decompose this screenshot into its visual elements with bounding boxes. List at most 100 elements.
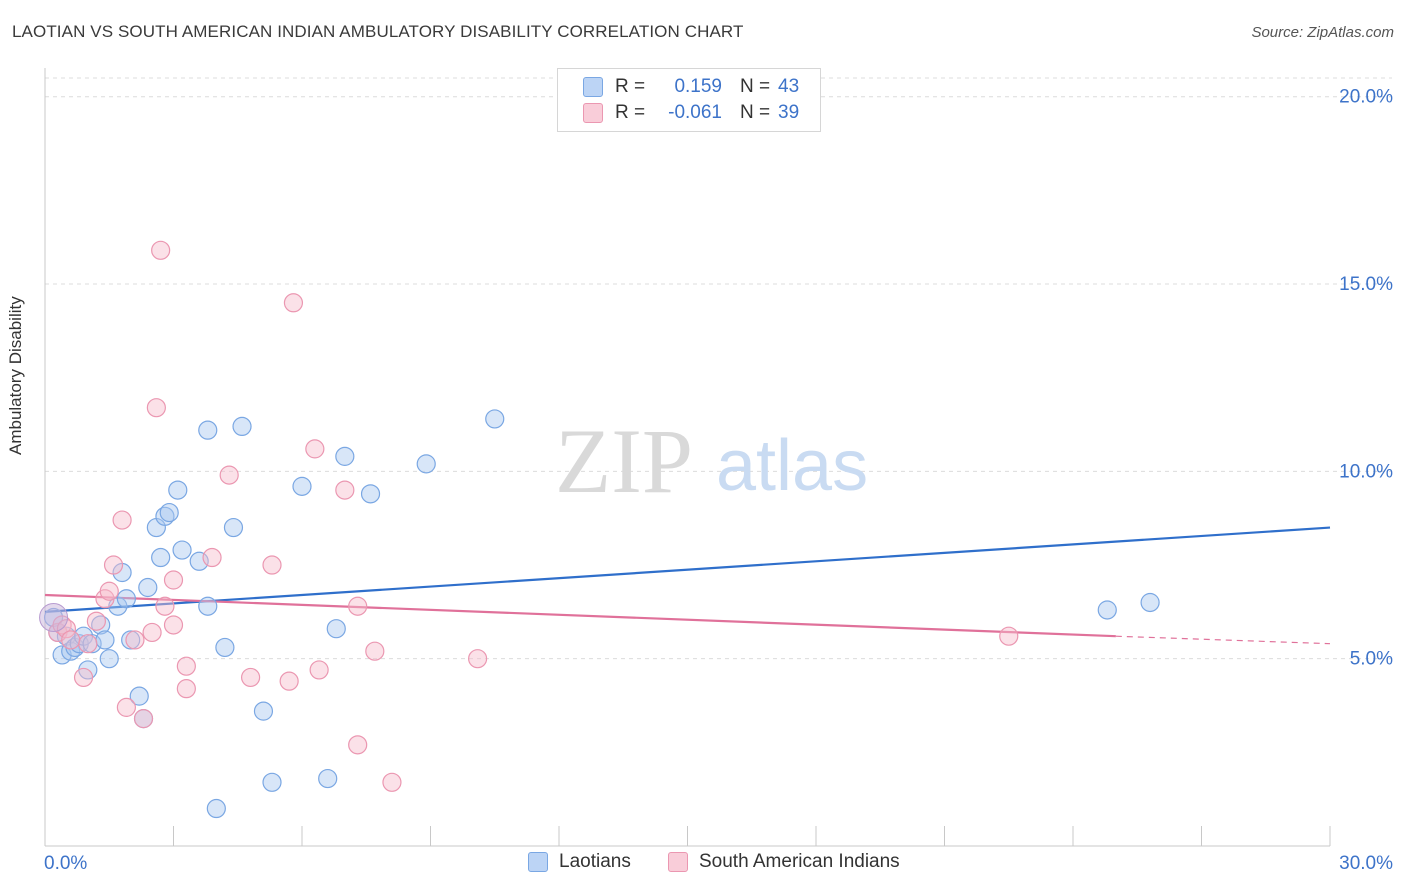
watermark: ZIP atlas — [555, 410, 868, 512]
south-american-indians-point — [335, 480, 355, 500]
laotians-point — [99, 649, 119, 669]
laotians-point — [168, 480, 188, 500]
laotians-point — [215, 637, 235, 658]
legend-n-label: N = — [740, 76, 771, 97]
south-american-indians-point — [103, 555, 124, 575]
south-american-indians-point — [279, 671, 299, 691]
trend-lines — [44, 526, 1331, 645]
laotians-trend-line — [44, 526, 1331, 613]
x-tick-label: 30.0% — [1339, 853, 1393, 874]
bottom-legend-label-south-american-indians: South American Indians — [699, 851, 900, 872]
south-american-indians-point — [219, 465, 239, 485]
legend-n-value: 43 — [778, 76, 800, 97]
bottom-legend-swatch-south-american-indians — [668, 852, 688, 872]
laotians-point — [360, 484, 381, 504]
south-american-indians-point — [86, 611, 107, 631]
south-american-indians-point — [241, 667, 261, 688]
laotians-point — [318, 768, 338, 789]
south-american-indians-point — [365, 641, 385, 661]
laotians-point — [151, 547, 171, 568]
bottom-legend-swatch-laotians — [528, 852, 548, 872]
laotians-point — [159, 502, 179, 523]
south-american-indians-point — [73, 667, 94, 688]
y-tick-label: 10.0% — [1339, 461, 1393, 482]
laotians-point — [223, 517, 244, 538]
laotians-point — [335, 446, 355, 466]
laotians-point — [292, 476, 312, 496]
south-american-indians-point — [305, 439, 325, 459]
y-axis-label: Ambulatory Disability — [6, 296, 25, 455]
legend-n-value: 39 — [778, 102, 800, 123]
south-american-indians-point — [468, 649, 488, 669]
laotians-point — [82, 634, 102, 654]
laotians-point — [232, 416, 252, 437]
grid-lines — [45, 77, 1392, 660]
laotians-point — [198, 420, 218, 440]
south-american-indians-point — [262, 555, 282, 575]
laotians-point — [95, 630, 115, 650]
south-american-indians-point — [116, 697, 136, 717]
laotians-point — [485, 409, 505, 429]
laotians-point — [129, 686, 149, 706]
legend-r-value: 0.159 — [674, 76, 722, 97]
x-tick-label: 0.0% — [44, 853, 87, 874]
south-american-indians-point — [142, 622, 162, 643]
south-american-indians-point — [348, 735, 368, 755]
source-label: Source: ZipAtlas.com — [1251, 24, 1394, 41]
laotians-point — [198, 596, 218, 616]
laotians-point — [116, 589, 136, 609]
stats-legend: R = 0.159 N = 43 R = -0.061 N = 39 — [557, 68, 821, 132]
south-american-indians-point — [382, 772, 402, 792]
south-american-indians-point — [309, 660, 329, 680]
south-american-indians-point — [78, 634, 98, 654]
laotians-point — [138, 577, 158, 598]
legend-row-laotians: R = 0.159 N = 43 — [583, 75, 799, 99]
data-points — [39, 240, 1160, 819]
legend-r-label: R = — [615, 102, 646, 123]
laotians-point — [262, 772, 282, 792]
laotians-point — [416, 454, 436, 474]
south-american-indians-point — [151, 240, 171, 260]
legend-swatch-laotians — [583, 77, 603, 97]
bottom-legend-laotians: Laotians — [528, 851, 631, 873]
legend-swatch-south-american-indians — [583, 103, 603, 123]
y-tick-label: 15.0% — [1339, 274, 1393, 295]
south-american-indians-point — [999, 626, 1019, 646]
south-american-indians-point — [163, 570, 184, 590]
south-american-indians-point — [176, 679, 196, 699]
watermark-atlas: atlas — [716, 426, 868, 506]
south-american-indians-point — [99, 581, 119, 601]
south-american-indians-point — [112, 510, 132, 530]
chart-title: LAOTIAN VS SOUTH AMERICAN INDIAN AMBULAT… — [12, 22, 744, 41]
south-american-indians-trend-line — [44, 593, 1116, 638]
south-american-indians-point — [176, 656, 196, 676]
laotians-point — [189, 551, 209, 571]
legend-r-value: -0.061 — [668, 102, 722, 123]
south-american-indians-point — [348, 596, 368, 616]
south-american-indians-point — [163, 615, 184, 635]
south-american-indians-point — [146, 398, 166, 418]
mixed-cluster-point — [39, 602, 69, 632]
laotians-point — [326, 619, 346, 639]
south-american-indians-point — [155, 596, 175, 616]
laotians-point — [1140, 592, 1160, 613]
y-tick-label: 20.0% — [1339, 87, 1393, 108]
laotians-point — [253, 701, 274, 721]
south-american-indians-point — [133, 709, 154, 729]
south-american-indians-trend-extension — [1115, 635, 1331, 645]
y-tick-label: 5.0% — [1350, 649, 1393, 670]
laotians-point — [172, 540, 192, 560]
bottom-legend-south-american-indians: South American Indians — [668, 851, 900, 873]
laotians-point — [121, 630, 141, 650]
south-american-indians-point — [202, 547, 222, 568]
axes — [44, 68, 1331, 847]
laotians-point — [206, 798, 226, 819]
laotians-point — [1097, 600, 1117, 620]
legend-n-label: N = — [740, 102, 771, 123]
watermark-zip: ZIP — [555, 410, 693, 512]
tick-labels: 5.0% 10.0% 15.0% 20.0% 0.0% 30.0% — [44, 87, 1393, 874]
south-american-indians-point — [283, 293, 304, 313]
south-american-indians-point — [125, 630, 145, 650]
legend-r-label: R = — [615, 76, 646, 97]
